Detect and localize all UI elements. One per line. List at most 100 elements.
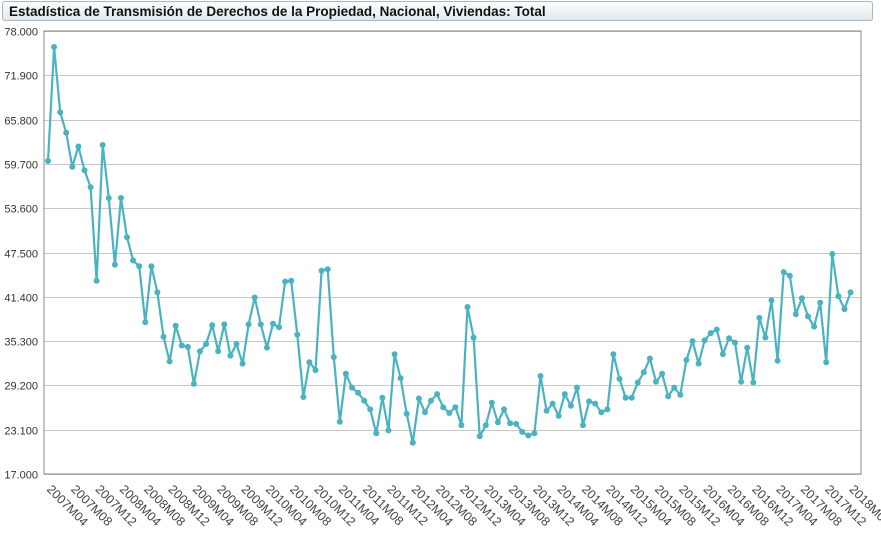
- data-point[interactable]: [719, 351, 726, 358]
- data-point[interactable]: [762, 334, 769, 341]
- data-point[interactable]: [750, 379, 757, 386]
- data-point[interactable]: [178, 342, 185, 349]
- data-point[interactable]: [811, 323, 818, 330]
- data-point[interactable]: [610, 351, 617, 358]
- data-point[interactable]: [835, 293, 842, 300]
- data-point[interactable]: [622, 394, 629, 401]
- data-point[interactable]: [677, 391, 684, 398]
- data-point[interactable]: [817, 299, 824, 306]
- data-point[interactable]: [209, 322, 216, 329]
- data-point[interactable]: [774, 357, 781, 364]
- data-point[interactable]: [470, 334, 477, 341]
- data-point[interactable]: [270, 320, 276, 327]
- data-point[interactable]: [57, 109, 64, 116]
- data-point[interactable]: [221, 321, 228, 328]
- data-point[interactable]: [318, 267, 325, 274]
- data-point[interactable]: [257, 321, 264, 328]
- data-point[interactable]: [203, 341, 210, 347]
- data-point[interactable]: [592, 400, 599, 407]
- data-point[interactable]: [446, 410, 453, 416]
- data-point[interactable]: [409, 439, 416, 446]
- data-point[interactable]: [543, 407, 550, 414]
- data-point[interactable]: [847, 289, 854, 296]
- data-point[interactable]: [379, 394, 386, 401]
- data-point[interactable]: [665, 393, 672, 400]
- data-point[interactable]: [494, 419, 501, 426]
- data-point[interactable]: [707, 330, 714, 337]
- data-point[interactable]: [616, 375, 623, 382]
- data-point[interactable]: [792, 311, 799, 318]
- data-point[interactable]: [118, 195, 124, 201]
- data-point[interactable]: [63, 129, 70, 136]
- data-point[interactable]: [160, 333, 167, 340]
- data-point[interactable]: [124, 234, 130, 241]
- data-point[interactable]: [513, 420, 520, 427]
- data-point[interactable]: [738, 378, 745, 385]
- data-point[interactable]: [726, 335, 732, 342]
- data-point[interactable]: [45, 158, 51, 164]
- data-point[interactable]: [659, 370, 666, 377]
- data-point[interactable]: [476, 433, 483, 440]
- data-point[interactable]: [288, 277, 295, 284]
- data-point[interactable]: [239, 360, 246, 367]
- data-point[interactable]: [555, 412, 562, 419]
- data-point[interactable]: [355, 389, 362, 396]
- data-point[interactable]: [598, 409, 605, 416]
- data-point[interactable]: [306, 359, 313, 366]
- data-point[interactable]: [385, 427, 392, 434]
- data-point[interactable]: [768, 297, 775, 304]
- data-point[interactable]: [336, 418, 343, 425]
- data-point[interactable]: [586, 398, 593, 405]
- data-point[interactable]: [695, 360, 702, 367]
- data-point[interactable]: [780, 269, 787, 276]
- data-point[interactable]: [245, 321, 252, 328]
- data-point[interactable]: [805, 313, 811, 320]
- data-point[interactable]: [93, 277, 100, 284]
- data-point[interactable]: [561, 391, 568, 398]
- data-point[interactable]: [640, 369, 647, 376]
- data-point[interactable]: [300, 394, 307, 400]
- data-point[interactable]: [184, 343, 191, 350]
- data-point[interactable]: [330, 354, 337, 361]
- data-point[interactable]: [342, 370, 349, 377]
- data-point[interactable]: [434, 391, 441, 398]
- data-point[interactable]: [349, 384, 355, 391]
- data-point[interactable]: [294, 331, 301, 338]
- data-point[interactable]: [756, 314, 763, 321]
- data-point[interactable]: [567, 402, 574, 409]
- data-point[interactable]: [428, 397, 434, 404]
- data-point[interactable]: [829, 251, 836, 257]
- data-point[interactable]: [397, 375, 404, 382]
- data-point[interactable]: [823, 359, 830, 366]
- data-point[interactable]: [531, 430, 538, 437]
- data-point[interactable]: [841, 306, 848, 313]
- data-point[interactable]: [75, 143, 82, 150]
- data-point[interactable]: [604, 406, 611, 413]
- data-point[interactable]: [683, 357, 690, 363]
- data-point[interactable]: [574, 384, 580, 391]
- data-point[interactable]: [324, 266, 331, 273]
- data-point[interactable]: [312, 367, 319, 374]
- data-point[interactable]: [646, 355, 653, 362]
- data-point[interactable]: [233, 341, 240, 347]
- data-point[interactable]: [422, 409, 428, 416]
- data-point[interactable]: [440, 404, 447, 411]
- data-point[interactable]: [580, 422, 586, 429]
- data-point[interactable]: [69, 163, 76, 170]
- data-point[interactable]: [136, 263, 143, 270]
- data-point[interactable]: [391, 351, 398, 358]
- data-point[interactable]: [361, 397, 368, 404]
- data-point[interactable]: [671, 384, 678, 391]
- data-point[interactable]: [111, 261, 118, 268]
- data-point[interactable]: [197, 348, 203, 355]
- data-point[interactable]: [628, 394, 635, 401]
- data-point[interactable]: [634, 379, 641, 386]
- data-point[interactable]: [537, 373, 544, 379]
- data-point[interactable]: [501, 406, 507, 413]
- data-point[interactable]: [276, 324, 282, 331]
- data-point[interactable]: [130, 257, 137, 264]
- data-point[interactable]: [99, 142, 106, 148]
- data-point[interactable]: [653, 378, 659, 385]
- data-point[interactable]: [482, 422, 489, 429]
- data-point[interactable]: [525, 432, 532, 439]
